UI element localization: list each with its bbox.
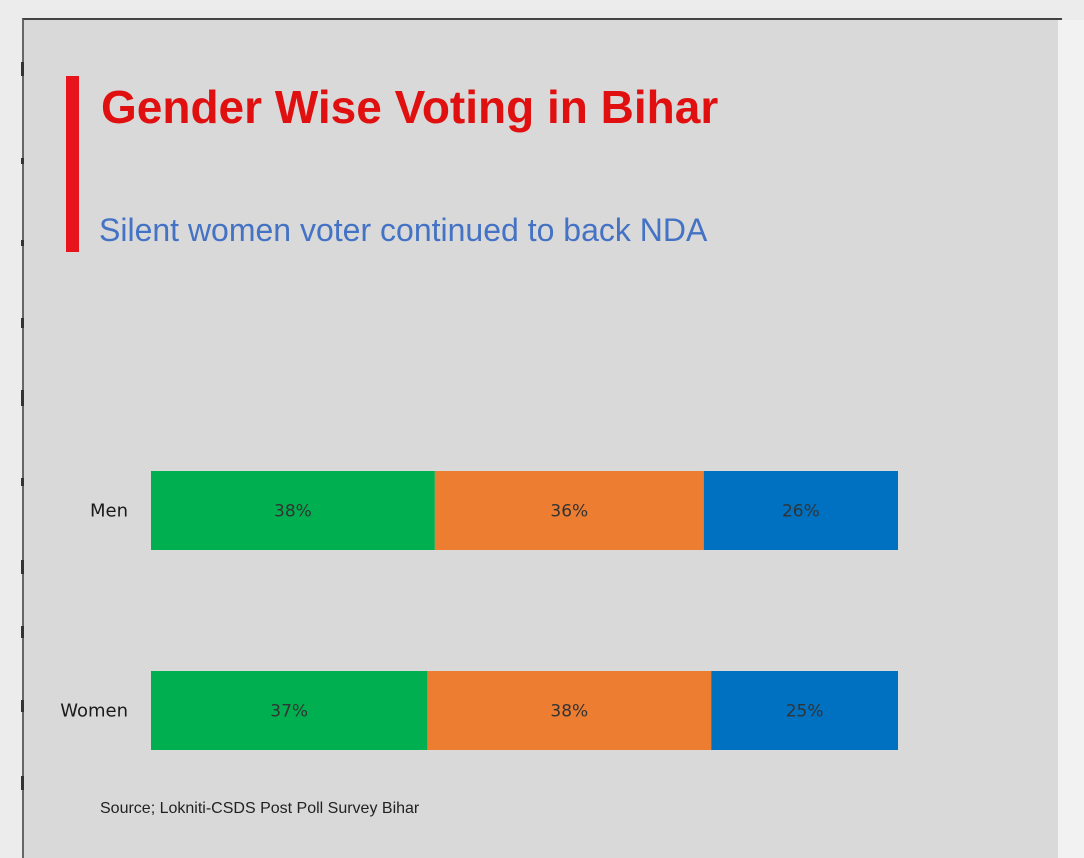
data-label-women-2: 38% (550, 702, 588, 722)
source-note: Source; Lokniti-CSDS Post Poll Survey Bi… (100, 800, 420, 817)
bar-segment-men-2 (434, 471, 704, 550)
bar-segment-men-1 (151, 471, 435, 550)
bar-segment-men-3 (703, 471, 898, 550)
edge-tick (21, 700, 24, 712)
edge-tick (21, 776, 24, 790)
data-label-women-3: 25% (786, 702, 824, 722)
slide-right-edge (1058, 20, 1084, 858)
edge-tick (21, 158, 24, 164)
edge-tick (21, 626, 24, 638)
bar-segment-women-1 (151, 671, 428, 750)
title-accent-bar (66, 76, 79, 252)
bar-segment-women-3 (711, 671, 898, 750)
data-label-men-3: 26% (782, 502, 820, 522)
data-label-men-2: 36% (550, 502, 588, 522)
category-label-women: Women (60, 701, 128, 722)
data-label-men-1: 38% (274, 502, 312, 522)
chart-title: Gender Wise Voting in Bihar (101, 81, 719, 133)
data-label-women-1: 37% (270, 702, 308, 722)
edge-tick (21, 390, 24, 406)
edge-tick (21, 560, 24, 574)
chart-subtitle: Silent women voter continued to back NDA (99, 212, 708, 248)
edge-tick (21, 240, 24, 246)
edge-tick (21, 478, 24, 486)
bar-segment-women-2 (427, 671, 712, 750)
edge-tick (21, 62, 24, 76)
edge-tick (21, 318, 24, 328)
category-label-men: Men (90, 501, 128, 522)
